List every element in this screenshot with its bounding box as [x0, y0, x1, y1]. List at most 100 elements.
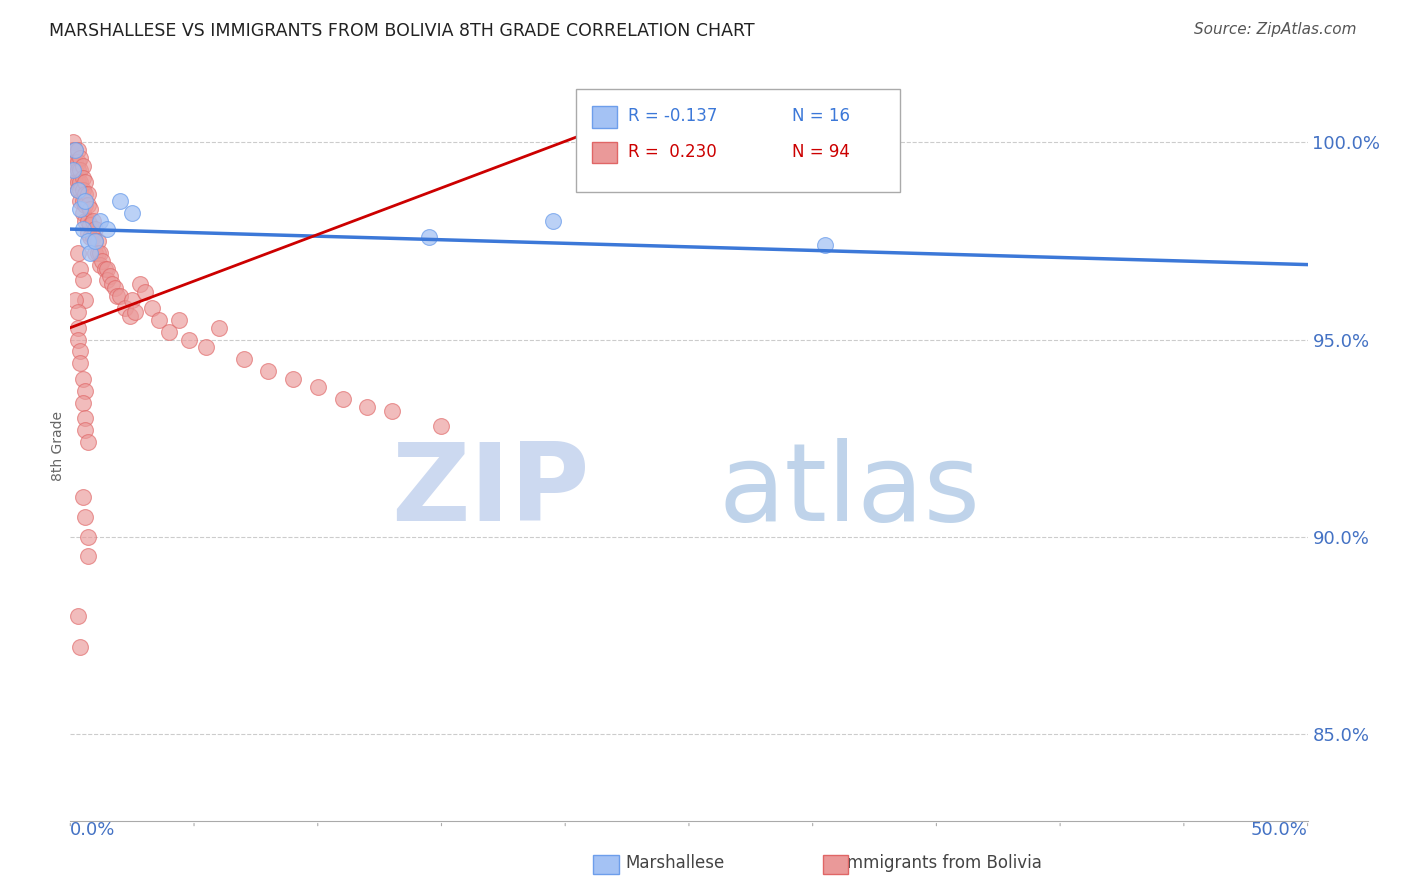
Point [76, 530, 98, 544]
Point [257, 364, 280, 378]
Point [356, 400, 378, 414]
Point [86, 234, 108, 248]
Point [141, 301, 163, 315]
Point [381, 403, 404, 417]
Point [66, 143, 89, 157]
Point [72, 194, 94, 209]
Text: atlas: atlas [718, 438, 981, 544]
Point [134, 285, 156, 300]
Point [66, 333, 89, 347]
Point [208, 320, 231, 334]
Text: ZIP: ZIP [391, 438, 591, 544]
Y-axis label: 8th Grade: 8th Grade [51, 411, 65, 481]
Point [98, 269, 121, 284]
Point [79, 245, 101, 260]
Point [72, 395, 94, 409]
Point [72, 372, 94, 386]
Point [69, 175, 91, 189]
Point [84, 245, 107, 260]
Point [76, 234, 98, 248]
Point [75, 384, 97, 398]
Point [307, 380, 329, 394]
Point [814, 238, 837, 252]
Text: N = 94: N = 94 [792, 143, 849, 161]
Point [541, 214, 564, 228]
Point [75, 175, 97, 189]
Point [121, 206, 143, 220]
Point [72, 170, 94, 185]
Point [105, 289, 128, 303]
Point [76, 186, 98, 201]
Point [65, 155, 87, 169]
Point [118, 309, 141, 323]
Point [79, 202, 101, 217]
Point [66, 175, 89, 189]
Point [62, 143, 84, 157]
Point [72, 273, 94, 287]
Point [76, 549, 98, 564]
Point [69, 261, 91, 276]
Point [84, 222, 107, 236]
Point [89, 214, 111, 228]
Text: Immigrants from Bolivia: Immigrants from Bolivia [842, 855, 1042, 872]
Point [195, 340, 218, 354]
Point [65, 293, 87, 307]
Point [75, 411, 97, 425]
Point [76, 214, 98, 228]
Point [62, 163, 84, 178]
Point [75, 194, 97, 209]
Point [66, 163, 89, 178]
Point [72, 183, 94, 197]
Point [148, 313, 170, 327]
Text: 0.0%: 0.0% [70, 821, 115, 838]
Text: 50.0%: 50.0% [1251, 821, 1308, 838]
Point [177, 333, 200, 347]
Point [62, 155, 84, 169]
Point [75, 198, 97, 212]
Point [124, 305, 146, 319]
Point [96, 222, 118, 236]
Point [96, 261, 118, 276]
Point [72, 490, 94, 504]
Point [69, 344, 91, 359]
Point [84, 234, 107, 248]
Point [72, 159, 94, 173]
Point [157, 325, 180, 339]
Point [108, 289, 131, 303]
Point [332, 392, 354, 406]
Point [79, 218, 101, 232]
Point [69, 202, 91, 217]
Point [76, 198, 98, 212]
Point [91, 253, 114, 268]
Point [104, 281, 127, 295]
Point [75, 293, 97, 307]
Point [114, 301, 136, 315]
Point [65, 143, 87, 157]
Text: R = -0.137: R = -0.137 [628, 107, 718, 125]
Point [65, 163, 87, 178]
Text: N = 16: N = 16 [792, 107, 849, 125]
Point [108, 194, 131, 209]
Point [84, 234, 107, 248]
Point [66, 183, 89, 197]
Point [281, 372, 304, 386]
Point [69, 356, 91, 370]
Text: MARSHALLESE VS IMMIGRANTS FROM BOLIVIA 8TH GRADE CORRELATION CHART: MARSHALLESE VS IMMIGRANTS FROM BOLIVIA 8… [49, 22, 755, 40]
Point [96, 273, 118, 287]
Point [75, 423, 97, 437]
Point [66, 245, 89, 260]
Point [86, 245, 108, 260]
Point [94, 261, 117, 276]
Point [418, 230, 440, 244]
Point [89, 258, 111, 272]
Text: R =  0.230: R = 0.230 [628, 143, 717, 161]
Point [232, 352, 254, 367]
Point [66, 608, 89, 623]
Text: Marshallese: Marshallese [626, 855, 724, 872]
Point [76, 435, 98, 450]
Point [65, 175, 87, 189]
Point [72, 206, 94, 220]
Point [66, 155, 89, 169]
Point [76, 226, 98, 240]
Point [72, 222, 94, 236]
